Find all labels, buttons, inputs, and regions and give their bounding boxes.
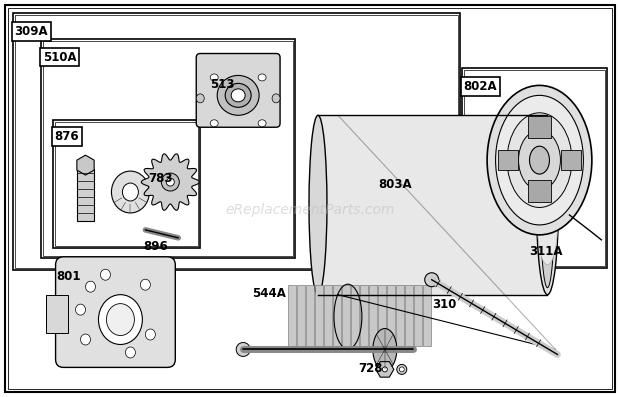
Bar [55,122,198,246]
Text: 876: 876 [55,130,79,143]
Bar [15,15,458,268]
Ellipse shape [258,74,266,81]
Ellipse shape [86,281,95,292]
Bar [342,285,350,347]
Text: 544A: 544A [252,287,286,300]
Bar [498,150,518,170]
Ellipse shape [518,130,560,190]
Ellipse shape [99,295,143,345]
Ellipse shape [210,120,218,127]
Text: 783: 783 [148,172,173,185]
Bar [12,13,459,270]
Bar [562,150,582,170]
Text: 513: 513 [210,79,235,91]
Text: 510A: 510A [43,50,76,64]
Ellipse shape [529,146,549,174]
Ellipse shape [487,85,592,235]
Ellipse shape [231,89,245,102]
Ellipse shape [107,304,135,335]
Bar [405,285,413,347]
Ellipse shape [236,343,250,357]
Text: 310: 310 [432,298,456,310]
Text: 803A: 803A [378,178,412,191]
Text: 309A: 309A [15,25,48,38]
Ellipse shape [258,120,266,127]
Bar [351,285,359,347]
Text: 896: 896 [143,240,168,253]
Ellipse shape [161,173,179,191]
Ellipse shape [373,329,397,370]
Ellipse shape [76,304,86,315]
Bar [40,39,295,258]
Polygon shape [376,362,394,377]
Bar [387,285,395,347]
Text: 311A: 311A [529,245,563,258]
Ellipse shape [100,269,110,280]
Bar [43,40,293,256]
Bar [369,285,377,347]
Bar [318,115,547,295]
Ellipse shape [309,115,327,295]
Bar [306,285,314,347]
Bar [378,285,386,347]
Bar [315,285,323,347]
Bar [414,285,422,347]
Ellipse shape [197,94,204,103]
Ellipse shape [397,364,407,374]
Text: 801: 801 [56,270,81,283]
Bar [462,68,608,268]
Text: 802A: 802A [464,81,497,93]
Bar [423,285,431,347]
Ellipse shape [210,74,218,81]
Bar [360,285,368,347]
Text: eReplacementParts.com: eReplacementParts.com [225,203,395,217]
Bar [528,116,551,138]
Ellipse shape [495,95,583,225]
Bar [324,285,332,347]
Ellipse shape [81,334,91,345]
Bar [297,285,305,347]
Ellipse shape [140,279,151,290]
Ellipse shape [425,273,439,287]
Ellipse shape [383,367,388,372]
Ellipse shape [217,75,259,115]
Polygon shape [77,155,94,175]
Ellipse shape [536,115,559,295]
Bar [528,180,551,202]
Bar [333,285,341,347]
Ellipse shape [166,178,174,186]
Ellipse shape [272,94,280,103]
Ellipse shape [507,113,572,208]
Ellipse shape [538,185,557,265]
Polygon shape [141,154,199,210]
FancyBboxPatch shape [56,257,175,367]
Text: 728: 728 [358,362,383,376]
FancyBboxPatch shape [197,54,280,127]
Ellipse shape [125,347,135,358]
Ellipse shape [225,83,251,107]
Bar [76,169,94,221]
Ellipse shape [122,183,138,201]
Bar [464,70,605,266]
Ellipse shape [112,171,149,213]
Bar [288,285,296,347]
Ellipse shape [541,122,554,288]
Ellipse shape [145,329,156,340]
Bar [396,285,404,347]
Ellipse shape [399,367,404,372]
Bar [46,295,68,333]
Bar [53,120,200,248]
